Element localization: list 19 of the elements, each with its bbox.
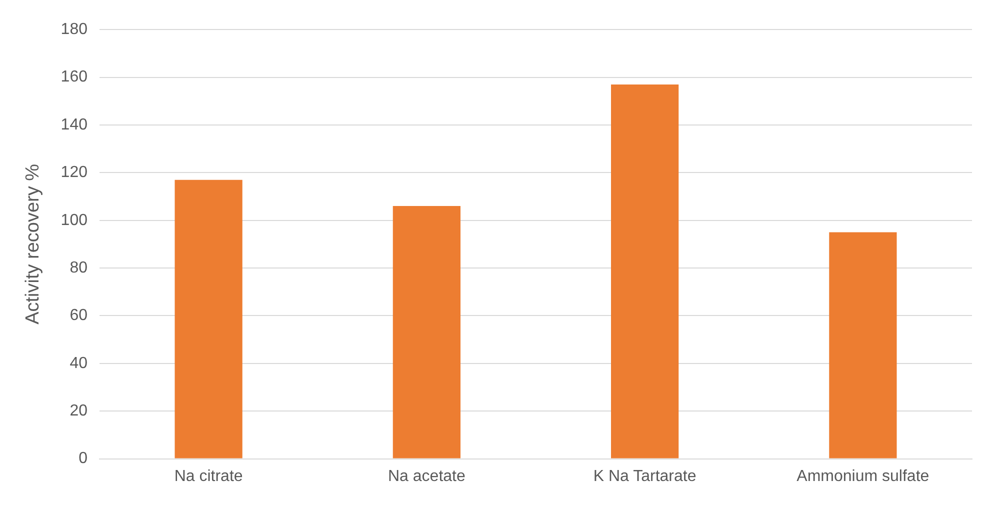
y-tick-label: 40	[70, 354, 88, 372]
x-tick-label: Ammonium sulfate	[796, 468, 930, 485]
bar	[829, 232, 897, 458]
y-tick-label: 140	[60, 116, 88, 134]
bar	[174, 180, 242, 458]
y-tick-label: 20	[70, 402, 88, 420]
y-axis-title: Activity recovery %	[22, 164, 44, 324]
y-tick-label: 100	[60, 212, 88, 229]
y-tick-label: 80	[70, 259, 88, 276]
y-tick-label: 60	[70, 307, 88, 324]
y-tick-label: 160	[60, 68, 88, 86]
x-tick-label: K Na Tartarate	[593, 468, 696, 485]
y-tick-label: 180	[60, 21, 88, 38]
x-tick-label: Na citrate	[174, 468, 243, 485]
y-tick-label: 0	[78, 450, 88, 468]
y-tick-label: 120	[60, 164, 88, 182]
bar	[611, 84, 679, 458]
bar	[392, 206, 460, 458]
x-tick-label: Na acetate	[388, 468, 466, 485]
